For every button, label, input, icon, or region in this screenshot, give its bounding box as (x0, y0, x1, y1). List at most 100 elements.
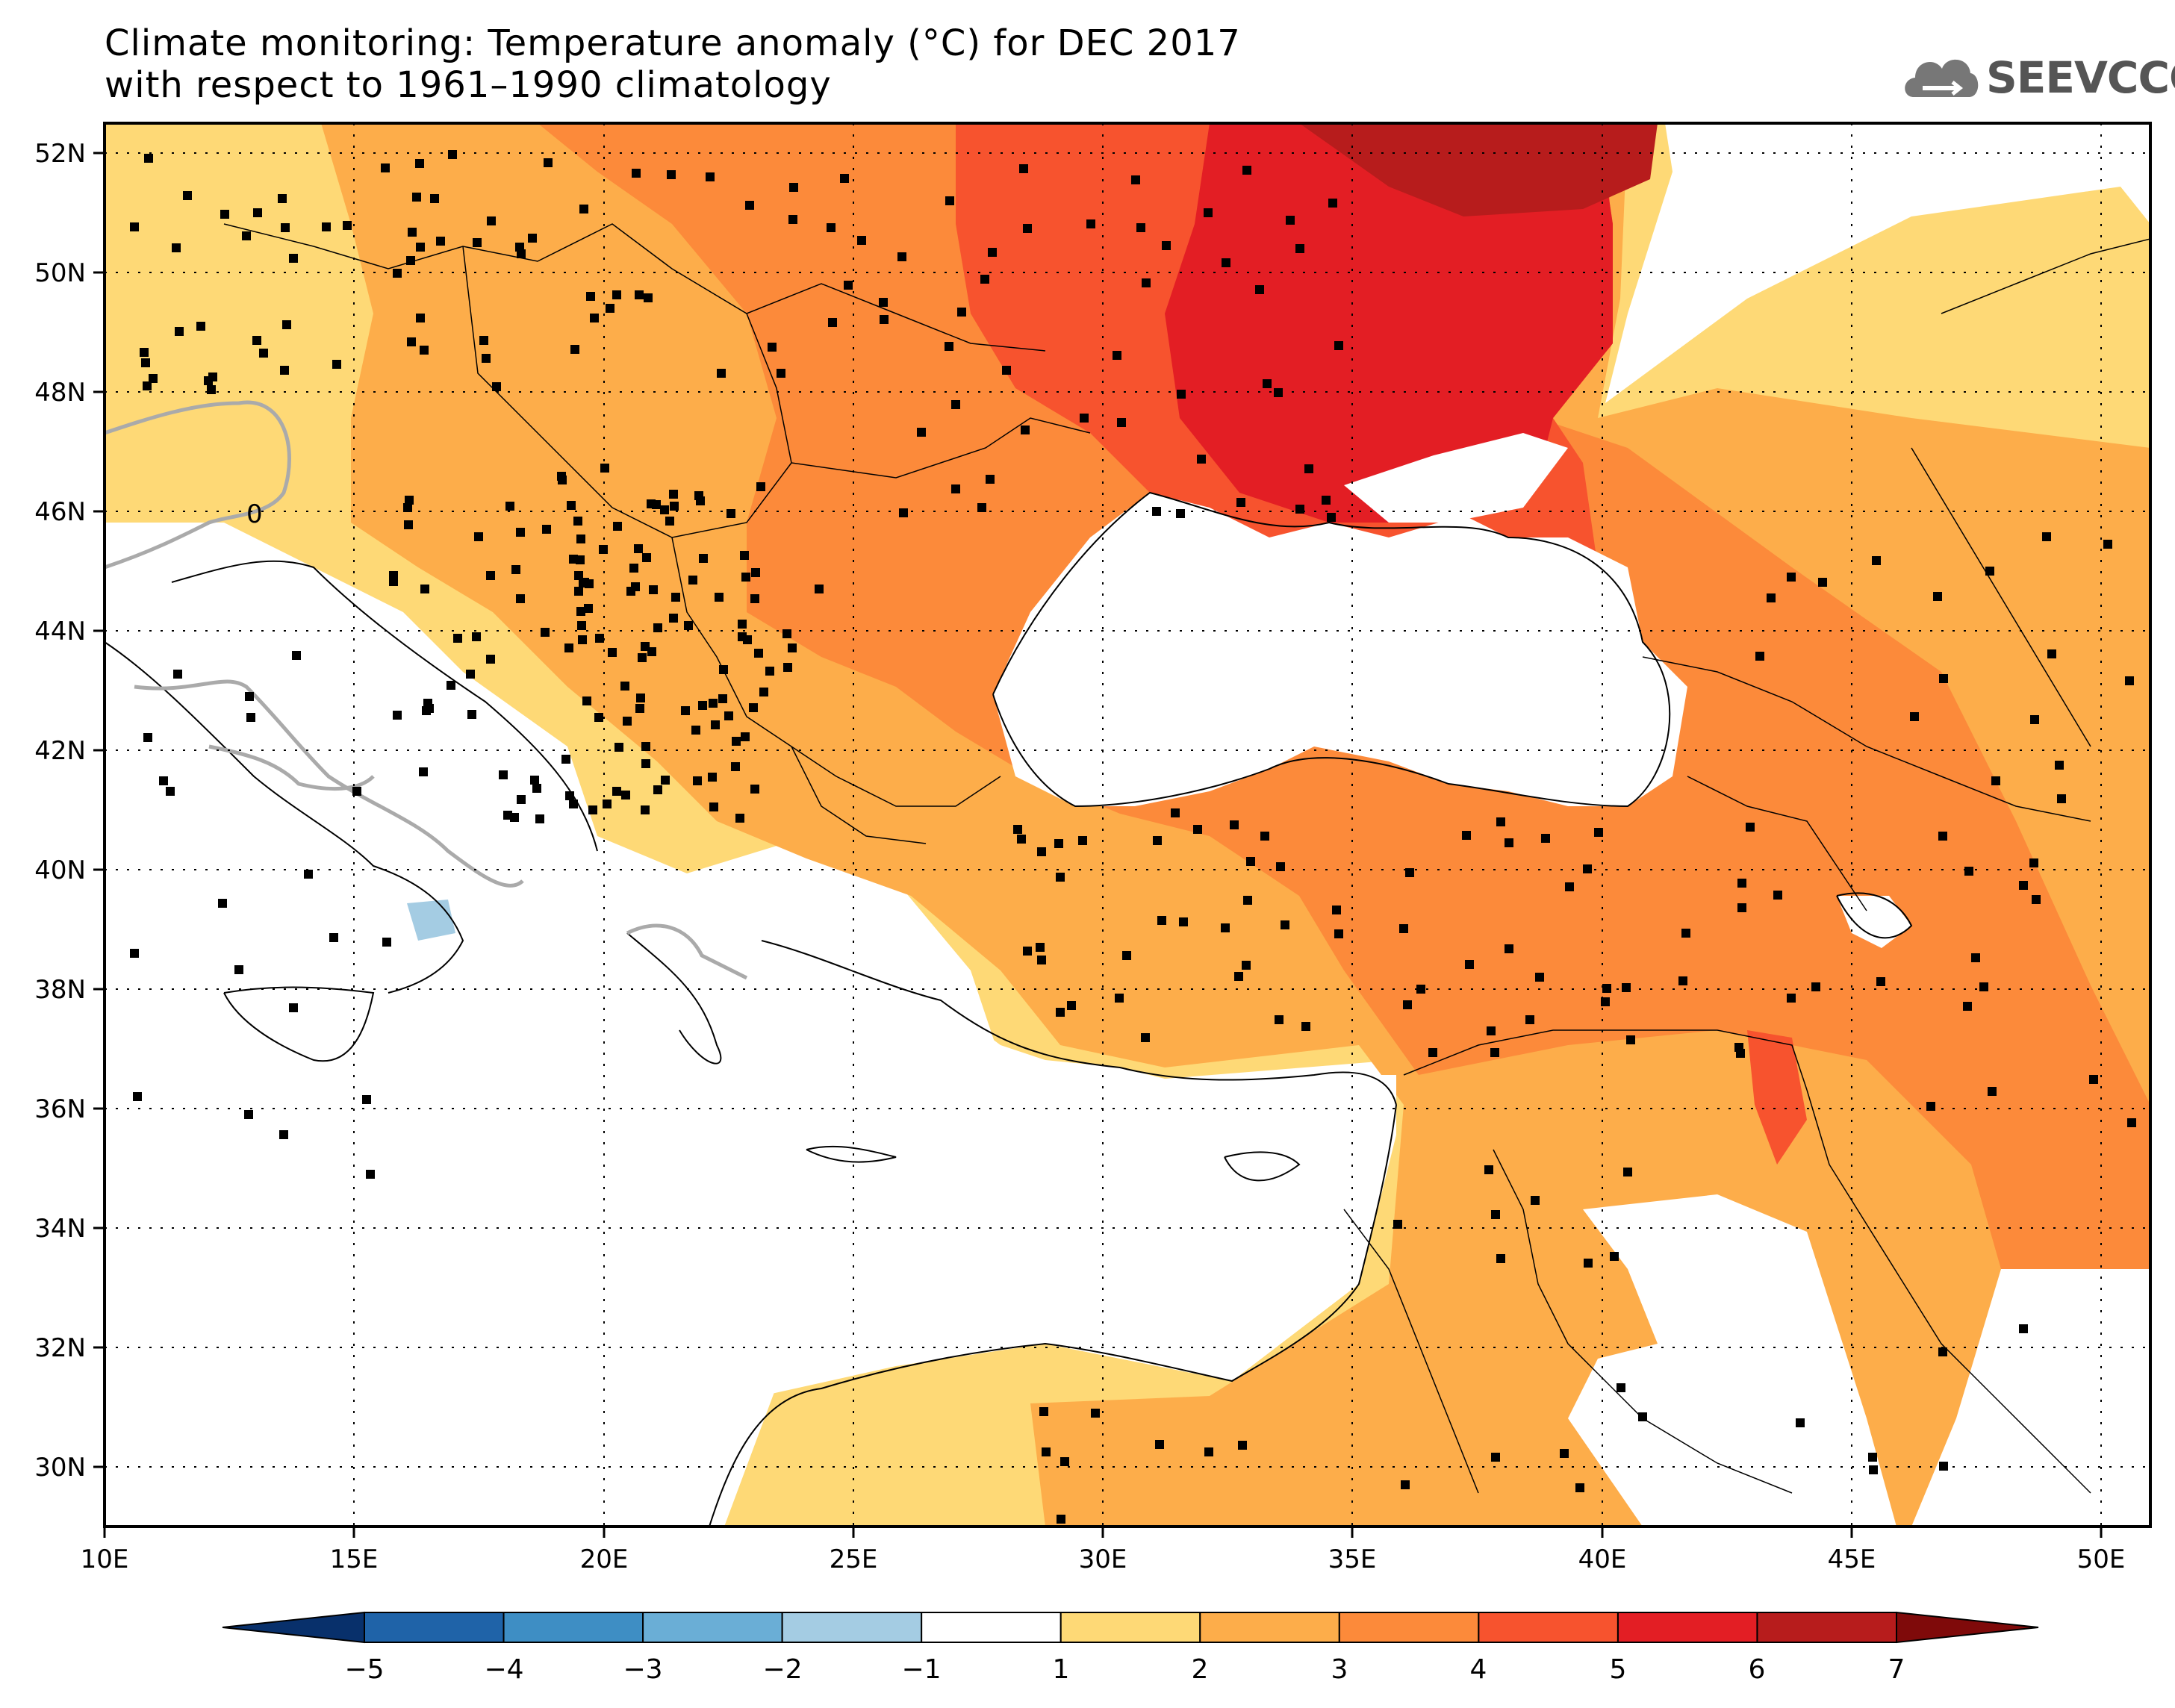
station-marker (159, 776, 168, 785)
station-marker (1796, 1418, 1805, 1427)
station-marker (423, 699, 432, 708)
station-marker (1234, 972, 1243, 981)
station-marker (407, 337, 416, 346)
station-marker (499, 770, 508, 779)
station-marker (1222, 258, 1230, 267)
caspian-sea (1837, 896, 1911, 948)
station-marker (1131, 175, 1140, 184)
station-marker (577, 621, 586, 630)
station-marker (1681, 929, 1690, 938)
station-marker (1243, 896, 1252, 905)
station-marker (749, 703, 758, 712)
station-marker (951, 484, 960, 493)
station-marker (141, 358, 150, 367)
station-marker (133, 1092, 142, 1101)
colorbar-label: −5 (344, 1654, 384, 1685)
station-marker (530, 776, 539, 785)
station-marker (745, 201, 754, 210)
station-marker (644, 293, 653, 302)
station-marker (1037, 956, 1046, 964)
station-marker (1276, 862, 1285, 871)
station-marker (1403, 1000, 1412, 1009)
station-marker (840, 174, 849, 183)
station-marker (473, 238, 482, 247)
tick-marks (93, 152, 2103, 1538)
station-marker (1295, 244, 1304, 253)
iraq-gap (1568, 1194, 1896, 1527)
station-marker (1610, 1252, 1619, 1261)
colorbar-label: 4 (1470, 1654, 1487, 1685)
station-marker (2047, 649, 2056, 658)
station-marker (1938, 832, 1947, 841)
station-marker (715, 593, 724, 602)
station-marker (220, 210, 229, 219)
station-marker (1246, 857, 1255, 866)
station-marker (1113, 351, 1121, 360)
station-marker (698, 701, 707, 710)
station-marker (667, 170, 676, 179)
station-marker (579, 579, 588, 587)
station-marker (1067, 1001, 1076, 1010)
station-marker (1263, 379, 1272, 388)
station-marker (2019, 881, 2028, 890)
colorbar-box (921, 1612, 1062, 1643)
station-marker (1926, 1102, 1935, 1111)
station-marker (430, 194, 439, 203)
station-marker (1122, 951, 1131, 960)
station-marker (1638, 1412, 1647, 1421)
station-marker (204, 376, 213, 385)
station-marker (1876, 977, 1885, 986)
station-marker (724, 711, 733, 720)
station-marker (510, 813, 519, 822)
lat-label: 46N (34, 497, 86, 527)
station-marker (665, 517, 674, 526)
station-marker (1773, 891, 1782, 900)
station-marker (532, 784, 541, 793)
station-marker (1078, 836, 1087, 845)
lat-label: 30N (34, 1453, 86, 1483)
station-marker (754, 649, 763, 658)
station-marker (638, 653, 647, 662)
station-marker (642, 553, 651, 562)
station-marker (576, 534, 585, 543)
station-marker (322, 222, 331, 231)
station-marker (569, 800, 578, 808)
station-marker (1042, 1447, 1051, 1456)
station-marker (1938, 1347, 1947, 1356)
station-marker (412, 193, 421, 202)
station-marker (1811, 982, 1820, 991)
station-marker (1080, 414, 1089, 423)
station-marker (1179, 917, 1188, 926)
station-marker (1115, 994, 1124, 1003)
station-markers (130, 150, 2136, 1524)
station-marker (1872, 556, 1881, 565)
colorbar-box (781, 1612, 923, 1643)
station-marker (542, 525, 551, 534)
station-marker (1017, 835, 1026, 844)
station-marker (1496, 1254, 1505, 1263)
station-marker (576, 607, 585, 616)
station-marker (584, 604, 593, 613)
station-marker (635, 704, 644, 713)
station-marker (1399, 924, 1408, 933)
station-marker (1197, 455, 1206, 464)
cloud-icon (1905, 59, 1979, 97)
colorbar-label: −1 (901, 1654, 941, 1685)
station-marker (1601, 997, 1610, 1006)
station-marker (1153, 836, 1162, 845)
station-marker (1176, 509, 1185, 518)
station-marker (416, 314, 425, 322)
lat-label: 38N (34, 975, 86, 1005)
lat-tick-labels: 30N 32N 34N 36N 38N 40N 42N 44N 46N 48N … (34, 139, 86, 1483)
colorbar-extension-low (222, 1611, 365, 1644)
station-marker (1910, 712, 1919, 721)
station-marker (474, 532, 483, 541)
station-marker (641, 759, 650, 768)
station-marker (743, 635, 752, 644)
station-marker (2029, 858, 2038, 867)
station-marker (765, 667, 774, 676)
colorbar-label: −3 (623, 1654, 662, 1685)
station-marker (684, 621, 693, 630)
station-marker (246, 713, 255, 722)
colorbar-label: 3 (1331, 1654, 1348, 1685)
